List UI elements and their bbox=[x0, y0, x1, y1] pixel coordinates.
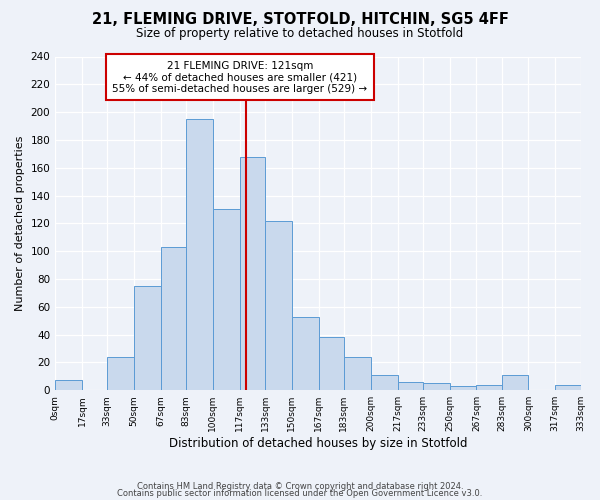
Bar bbox=[265, 220, 292, 390]
Text: Contains HM Land Registry data © Crown copyright and database right 2024.: Contains HM Land Registry data © Crown c… bbox=[137, 482, 463, 491]
X-axis label: Distribution of detached houses by size in Stotfold: Distribution of detached houses by size … bbox=[169, 437, 467, 450]
Bar bbox=[398, 382, 423, 390]
Bar bbox=[449, 386, 476, 390]
Bar bbox=[476, 384, 502, 390]
Bar bbox=[186, 119, 213, 390]
Bar bbox=[319, 338, 344, 390]
Y-axis label: Number of detached properties: Number of detached properties bbox=[15, 136, 25, 311]
Text: Contains public sector information licensed under the Open Government Licence v3: Contains public sector information licen… bbox=[118, 490, 482, 498]
Bar bbox=[344, 357, 371, 390]
Text: 21, FLEMING DRIVE, STOTFOLD, HITCHIN, SG5 4FF: 21, FLEMING DRIVE, STOTFOLD, HITCHIN, SG… bbox=[92, 12, 508, 28]
Bar bbox=[213, 210, 240, 390]
Bar bbox=[134, 286, 161, 390]
Bar bbox=[161, 247, 186, 390]
Bar bbox=[502, 375, 529, 390]
Text: 21 FLEMING DRIVE: 121sqm
← 44% of detached houses are smaller (421)
55% of semi-: 21 FLEMING DRIVE: 121sqm ← 44% of detach… bbox=[112, 60, 367, 94]
Bar bbox=[107, 357, 134, 390]
Bar bbox=[371, 375, 398, 390]
Bar bbox=[292, 316, 319, 390]
Bar bbox=[555, 384, 581, 390]
Bar bbox=[423, 384, 449, 390]
Text: Size of property relative to detached houses in Stotfold: Size of property relative to detached ho… bbox=[136, 28, 464, 40]
Bar bbox=[240, 156, 265, 390]
Bar bbox=[55, 380, 82, 390]
